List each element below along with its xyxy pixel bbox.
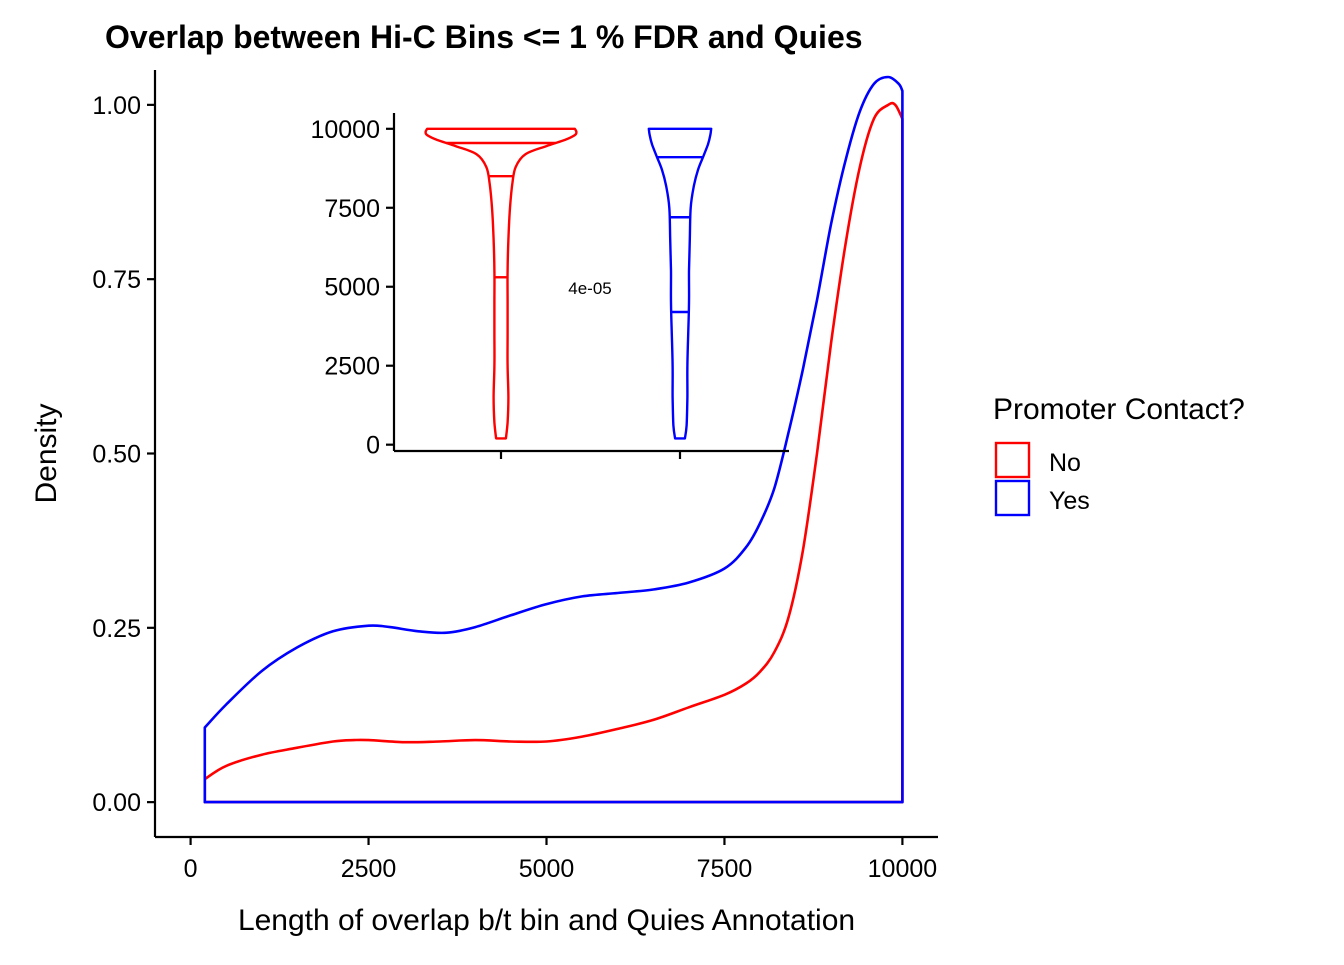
legend: Promoter Contact? No Yes <box>993 393 1245 517</box>
legend-key-yes <box>994 479 1031 517</box>
inset-violin-plot: 0 2500 5000 7500 10000 4e-05 <box>310 113 789 460</box>
x-tick-label: 7500 <box>697 855 753 883</box>
p-value-annotation: 4e-05 <box>568 279 611 298</box>
legend-key-no <box>994 441 1031 479</box>
density-curve-no <box>203 101 904 804</box>
x-axis-title: Length of overlap b/t bin and Quies Anno… <box>238 904 855 937</box>
y-tick-label: 0.50 <box>92 441 141 469</box>
y-tick-label: 1.00 <box>92 92 141 120</box>
y-axis-title: Density <box>30 403 63 503</box>
legend-label-yes: Yes <box>1049 487 1090 515</box>
y-tick-label: 0.75 <box>92 266 141 294</box>
main-density-plot: 0.00 0.25 0.50 0.75 1.00 0 2500 5000 7500 10000 Le… <box>30 70 938 937</box>
x-tick-label: 10000 <box>868 855 938 883</box>
inset-y-tick-label: 10000 <box>310 116 380 144</box>
x-tick-label: 5000 <box>519 855 575 883</box>
y-tick-label: 0.00 <box>92 789 141 817</box>
density-curve-yes <box>203 75 904 804</box>
x-tick-label: 2500 <box>341 855 397 883</box>
violin-no <box>424 127 578 440</box>
inset-y-tick-label: 0 <box>366 432 380 460</box>
y-tick-label: 0.25 <box>92 615 141 643</box>
inset-y-tick-label: 5000 <box>324 274 380 302</box>
x-tick-label: 0 <box>184 855 198 883</box>
legend-label-no: No <box>1049 449 1081 477</box>
legend-title: Promoter Contact? <box>993 393 1245 426</box>
violin-yes <box>647 127 713 440</box>
inset-y-tick-label: 7500 <box>324 195 380 223</box>
chart-title: Overlap between Hi-C Bins <= 1 % FDR and… <box>105 19 863 55</box>
inset-y-tick-label: 2500 <box>324 353 380 381</box>
